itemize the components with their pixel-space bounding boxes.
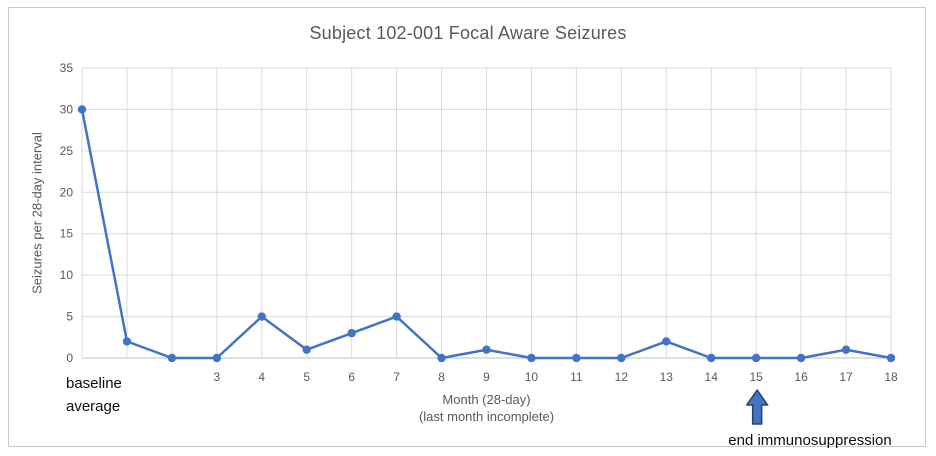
- baseline-category-line1: baseline: [66, 375, 122, 392]
- data-point-marker: [392, 312, 401, 321]
- x-tick-label: 16: [794, 370, 808, 384]
- x-tick-label: 3: [213, 370, 220, 384]
- x-tick-label: 8: [438, 370, 445, 384]
- chart-border: [8, 7, 926, 447]
- x-tick-label: 18: [884, 370, 898, 384]
- x-tick-label: 14: [705, 370, 719, 384]
- data-point-marker: [527, 353, 536, 363]
- data-point-marker: [841, 345, 851, 354]
- x-tick-label: 12: [615, 370, 629, 384]
- data-point-marker: [302, 345, 311, 354]
- y-tick-label: 15: [60, 227, 74, 241]
- baseline-category-label: baseline average: [66, 372, 122, 418]
- data-point-marker: [796, 353, 806, 363]
- y-tick-label: 35: [60, 61, 74, 75]
- x-axis-title-line2: (last month incomplete): [418, 409, 555, 424]
- data-point-marker: [122, 337, 132, 346]
- data-point-marker: [662, 337, 671, 346]
- data-point-marker: [437, 353, 446, 363]
- y-tick-label: 30: [60, 102, 74, 116]
- data-point-marker: [347, 328, 356, 338]
- data-point-marker: [167, 353, 177, 363]
- x-tick-label: 17: [839, 370, 853, 384]
- data-point-marker: [572, 353, 581, 363]
- x-tick-label: 15: [749, 370, 763, 384]
- data-point-marker: [482, 345, 491, 354]
- up-arrow-icon: [745, 389, 769, 425]
- baseline-category-line2: average: [66, 398, 121, 415]
- y-tick-label: 25: [60, 144, 74, 158]
- x-tick-label: 13: [660, 370, 674, 384]
- y-tick-label: 0: [66, 351, 73, 365]
- x-tick-label: 10: [525, 370, 539, 384]
- data-point-marker: [257, 312, 266, 321]
- y-tick-label: 5: [66, 310, 73, 324]
- x-tick-label: 9: [483, 370, 490, 384]
- x-tick-label: 11: [570, 370, 583, 384]
- data-point-marker: [751, 353, 761, 363]
- x-tick-label: 7: [393, 370, 400, 384]
- data-point-marker: [707, 353, 716, 363]
- x-axis-title-line1: Month (28-day): [442, 392, 531, 407]
- data-point-marker: [886, 353, 896, 363]
- chart-title: Subject 102-001 Focal Aware Seizures: [309, 23, 627, 43]
- data-point-marker: [212, 353, 222, 363]
- x-tick-label: 4: [258, 370, 265, 384]
- data-point-marker: [617, 353, 626, 363]
- x-tick-label: 5: [303, 370, 310, 384]
- data-point-marker: [77, 105, 87, 114]
- y-tick-label: 20: [60, 185, 74, 199]
- x-tick-label: 6: [348, 370, 355, 384]
- y-tick-label: 10: [60, 268, 74, 282]
- annotation-label: end immunosuppression: [728, 432, 892, 449]
